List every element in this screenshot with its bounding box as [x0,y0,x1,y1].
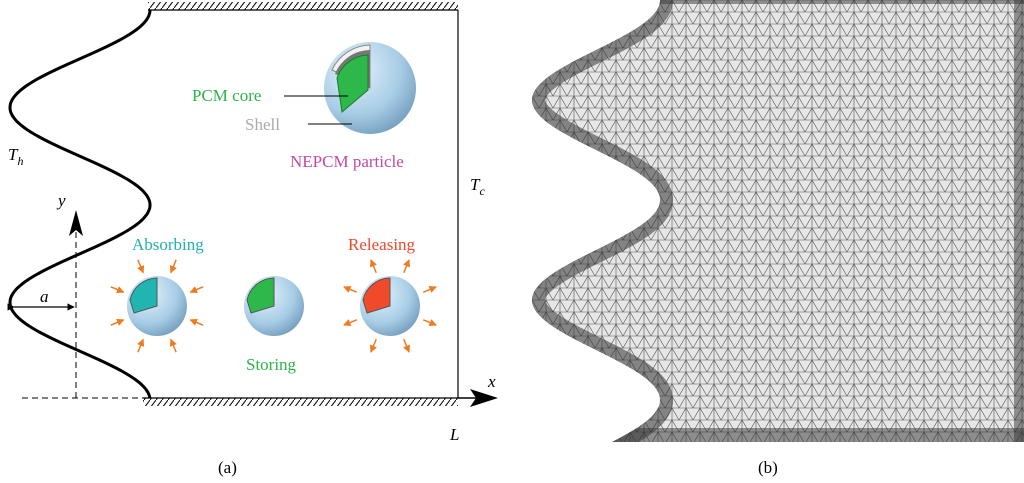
caption-b: (b) [758,458,778,477]
nepcm-particle [324,42,416,134]
storing-label: Storing [246,355,297,374]
heat-arrow [404,260,409,273]
y-axis-label: y [56,191,66,210]
heat-arrow [344,287,357,292]
heat-arrow [171,339,176,352]
storing-particle [244,276,304,336]
hot-wavy-wall [10,10,150,398]
mesh-top-refinement [520,0,1024,4]
subscript: c [479,184,485,198]
heat-arrow [371,260,376,273]
panel-b: (b) [520,0,1024,477]
shell-label: Shell [245,115,280,134]
core-label: PCM core [192,86,261,105]
figure: PCM core Shell NEPCM particle Th Tc y x … [0,0,1024,483]
length-label: L [449,425,459,444]
mesh-right-refinement [1014,0,1024,442]
heat-arrow [423,287,436,292]
heat-arrow [190,320,203,325]
bottom-wall-hatch [143,398,458,406]
releasing-label: Releasing [348,235,416,254]
hot-wall-label: Th [8,145,23,168]
heat-arrow [344,320,357,325]
heat-arrow [111,287,124,292]
page: PCM core Shell NEPCM particle Th Tc y x … [0,0,1024,483]
panel-a: PCM core Shell NEPCM particle Th Tc y x … [8,2,498,477]
heat-arrow [423,320,436,325]
heat-arrow [138,339,143,352]
mesh [532,0,1024,442]
absorbing-particle [127,276,187,336]
absorbing-label: Absorbing [132,235,204,254]
heat-arrow [190,287,203,292]
mesh-bottom-refinement [520,428,1024,442]
heat-arrow [371,339,376,352]
subscript: h [17,154,23,168]
x-axis-label: x [487,372,496,391]
heat-arrow [171,260,176,273]
top-wall-hatch [148,2,458,10]
heat-arrow [111,320,124,325]
heat-arrow [138,260,143,273]
particle-label: NEPCM particle [290,152,404,171]
amplitude-label: a [40,287,49,306]
heat-arrow [404,339,409,352]
caption-a: (a) [218,458,237,477]
releasing-particle [360,276,420,336]
cold-wall-label: Tc [470,175,485,198]
